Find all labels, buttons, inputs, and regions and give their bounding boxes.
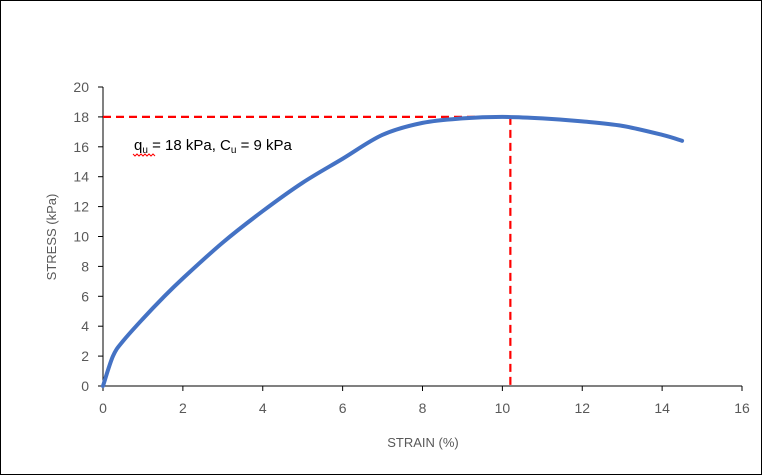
x-tick-label: 8	[419, 400, 427, 416]
y-tick-label: 2	[81, 348, 89, 364]
x-tick-label: 12	[574, 400, 590, 416]
tick-labels: 0 2 4 6 8 10 12 14 16 18 20 0 2 4 6 8 10 12 14 16	[73, 79, 750, 416]
annotation-c-subscript: u	[231, 145, 237, 156]
y-tick-label: 6	[81, 288, 89, 304]
stress-strain-curve	[101, 114, 685, 388]
x-tick-label: 10	[495, 400, 511, 416]
y-tick-label: 14	[73, 169, 89, 185]
x-axis-title: STRAIN (%)	[387, 435, 459, 450]
x-tick-label: 0	[99, 400, 107, 416]
y-tick-label: 12	[73, 199, 89, 215]
annotation-c-text: = 9 kPa	[236, 137, 292, 154]
y-tick-label: 0	[81, 378, 89, 394]
x-tick-label: 14	[654, 400, 670, 416]
reference-lines	[103, 115, 512, 386]
y-tick-label: 4	[81, 318, 89, 334]
x-tick-label: 6	[339, 400, 347, 416]
annotation-q: q	[134, 137, 142, 154]
axes	[98, 86, 743, 391]
y-tick-label: 10	[73, 229, 89, 245]
series-group	[101, 114, 685, 388]
x-tick-label: 2	[179, 400, 187, 416]
x-tick-label: 16	[734, 400, 750, 416]
y-axis-title: STRESS (kPa)	[44, 194, 59, 281]
y-tick-label: 18	[73, 109, 89, 125]
annotation-q-text: = 18 kPa, C	[148, 137, 231, 154]
annotation-label: qu = 18 kPa, Cu = 9 kPa	[134, 137, 293, 156]
y-tick-label: 8	[81, 258, 89, 274]
annotation-q-subscript: u	[142, 145, 148, 156]
x-tick-label: 4	[259, 400, 267, 416]
y-tick-label: 16	[73, 139, 89, 155]
y-tick-label: 20	[73, 79, 89, 95]
spellcheck-squiggle	[132, 153, 156, 157]
